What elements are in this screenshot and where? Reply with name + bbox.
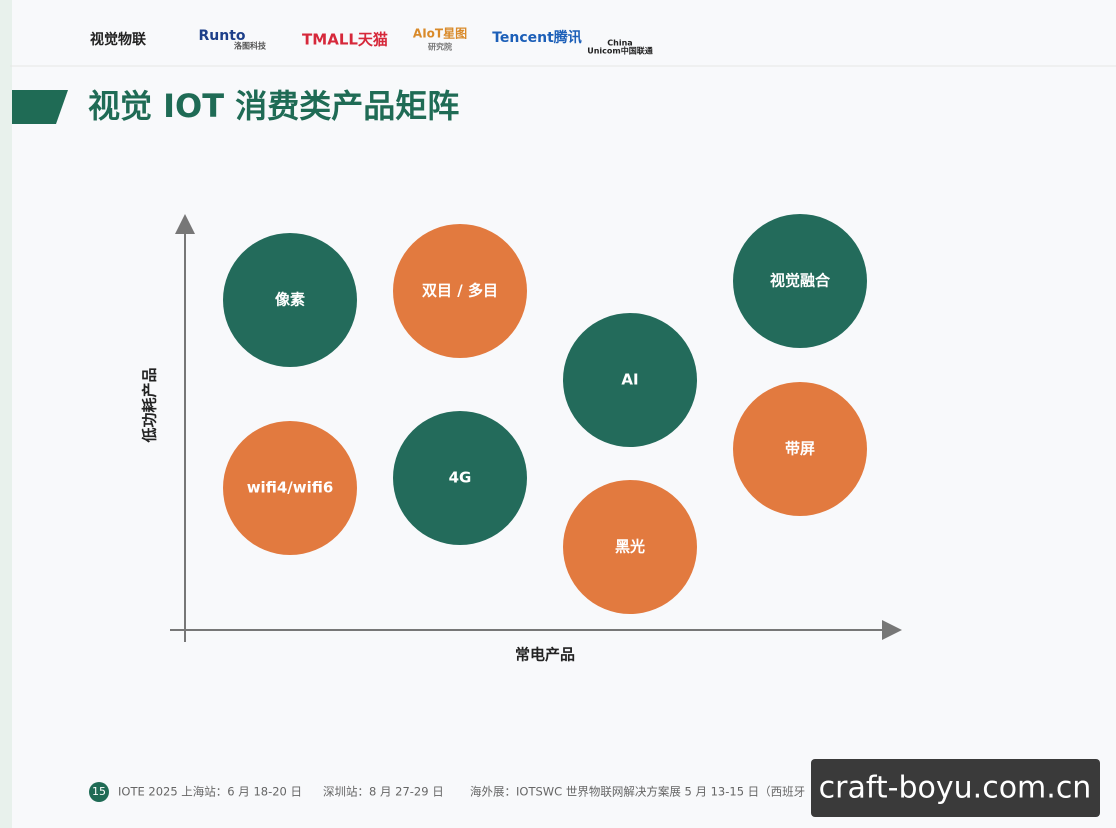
logo-text: 研究院: [428, 42, 452, 52]
footer-text: 海外展：IOTSWC 世界物联网解决方案展 5 月 13-15 日（西班牙: [470, 785, 805, 799]
node-label: 双目 / 多目: [422, 282, 498, 300]
logo-text: China: [607, 39, 632, 48]
node-label: 像素: [275, 291, 305, 309]
node-circle: [563, 480, 697, 614]
side-band: [0, 0, 12, 828]
logo-text: 视觉物联: [90, 31, 147, 48]
node-circle: [223, 421, 357, 555]
page-badge: [89, 782, 109, 802]
node-circle: [393, 411, 527, 545]
watermark: craft-boyu.com.cn: [819, 771, 1092, 806]
x-axis-label: 常电产品: [515, 646, 575, 664]
y-axis-label: 低功耗产品: [141, 367, 159, 443]
page-number: 15: [92, 785, 106, 798]
node-label: 视觉融合: [770, 272, 831, 290]
logo-text: 洛图科技: [234, 41, 267, 51]
node-circle: [223, 233, 357, 367]
watermark-box: [811, 759, 1100, 817]
logo-text: Tencent腾讯: [492, 29, 582, 46]
node-label: 黑光: [615, 538, 645, 556]
node-circle: [393, 224, 527, 358]
node-label: AI: [621, 371, 638, 389]
logo-text: Unicom中国联通: [587, 46, 653, 56]
node-label: wifi4/wifi6: [247, 479, 334, 497]
node-label: 带屏: [785, 440, 815, 458]
node-circle: [563, 313, 697, 447]
footer-text: IOTE 2025 上海站：6 月 18-20 日: [118, 785, 302, 799]
node-circle: [733, 382, 867, 516]
title: 视觉 IOT 消费类产品矩阵: [88, 87, 459, 125]
footer-text: 深圳站：8 月 27-29 日: [323, 785, 444, 799]
node-circle: [733, 214, 867, 348]
logo-text: TMALL天猫: [302, 31, 388, 49]
node-label: 4G: [449, 469, 472, 487]
title-bar: [12, 90, 68, 124]
logo-text: Runto: [198, 28, 245, 44]
logo-text: AIoT星图: [413, 27, 467, 41]
